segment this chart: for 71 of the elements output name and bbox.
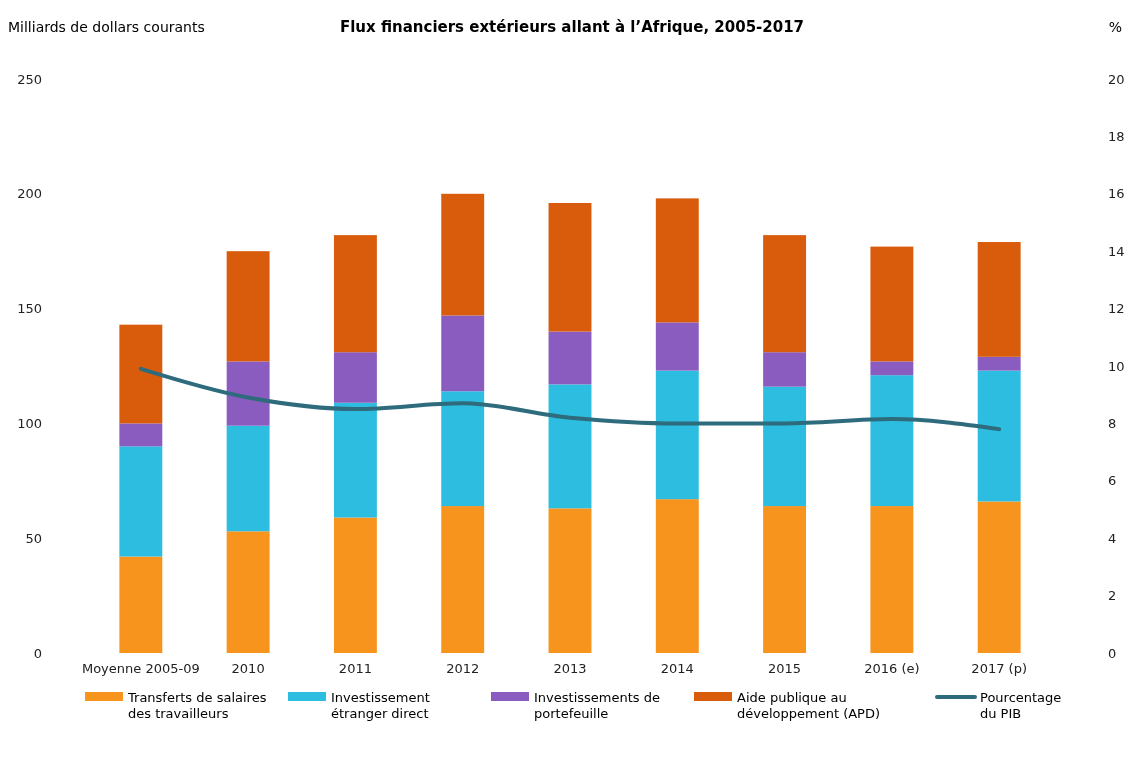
- bar: [870, 246, 914, 362]
- legend-label: Aide publique au développement (APD): [737, 690, 881, 721]
- bar: [763, 352, 807, 387]
- bar: [655, 370, 699, 500]
- y-axis-title: Milliards de dollars courants: [8, 19, 205, 35]
- y-tick-label: 250: [17, 71, 42, 87]
- bar: [870, 506, 914, 653]
- bar: [870, 361, 914, 376]
- bar: [333, 235, 377, 353]
- x-tick-label: 2011: [338, 661, 372, 677]
- y2-tick-label: 12: [1108, 301, 1125, 317]
- x-tick-label: 2015: [768, 661, 802, 677]
- bar: [763, 235, 807, 353]
- y2-tick-label: 4: [1108, 530, 1117, 546]
- y2-tick-label: 6: [1108, 473, 1117, 489]
- x-tick-label: 2012: [446, 661, 480, 677]
- x-tick-label: 2017 (p): [971, 661, 1027, 677]
- y2-tick-label: 8: [1108, 416, 1117, 432]
- bar: [119, 556, 163, 653]
- y-tick-label: 200: [17, 186, 42, 202]
- y2-tick-label: 0: [1108, 645, 1117, 661]
- bar: [977, 501, 1021, 653]
- bar: [226, 361, 270, 426]
- chart-title: Flux financiers extérieurs allant à l’Afrique, 2005-2017: [339, 18, 805, 36]
- x-tick-label: 2016 (e): [864, 661, 920, 677]
- bar: [655, 322, 699, 371]
- bar: [119, 446, 163, 557]
- y2-tick-label: 10: [1108, 358, 1125, 374]
- bar: [119, 423, 163, 447]
- bar: [655, 499, 699, 653]
- y2-tick-label: 2: [1108, 588, 1117, 604]
- bar: [441, 193, 485, 316]
- bar: [977, 242, 1021, 357]
- bar: [655, 198, 699, 323]
- y2-tick-label: 18: [1108, 129, 1125, 145]
- legend-label: Transferts de salaires des travailleurs: [127, 690, 267, 721]
- bar: [977, 356, 1021, 371]
- x-tick-label: 2013: [553, 661, 587, 677]
- legend-label: Pourcentage du PIB: [980, 690, 1062, 721]
- y2-tick-label: 20: [1108, 71, 1125, 87]
- y2-axis-title: %: [1108, 19, 1122, 35]
- bar: [226, 425, 270, 532]
- bar: [441, 315, 485, 392]
- bar: [548, 202, 592, 332]
- bar: [441, 506, 485, 653]
- line-series: [138, 366, 1002, 432]
- bar: [333, 402, 377, 518]
- bar: [548, 508, 592, 653]
- bar: [226, 251, 270, 362]
- bar: [226, 531, 270, 653]
- legend-label: Investissements de portefeuille: [534, 690, 660, 721]
- x-tick-label: 2010: [231, 661, 265, 677]
- x-tick-label: 2014: [660, 661, 694, 677]
- y-tick-label: 150: [17, 301, 42, 317]
- bar: [333, 517, 377, 653]
- bar: [119, 324, 163, 424]
- bar: [548, 384, 592, 509]
- y2-tick-label: 14: [1108, 243, 1125, 259]
- bar: [763, 506, 807, 653]
- bar: [870, 375, 914, 507]
- y-tick-label: 0: [33, 645, 42, 661]
- bar: [441, 391, 485, 507]
- y-tick-label: 50: [25, 530, 42, 546]
- y2-tick-label: 16: [1108, 186, 1125, 202]
- bar: [333, 352, 377, 403]
- bar: [548, 331, 592, 385]
- y-tick-label: 100: [17, 416, 42, 432]
- bar: [763, 386, 807, 507]
- bar: [977, 370, 1021, 502]
- x-tick-label: Moyenne 2005-09: [81, 661, 200, 677]
- legend-label: Investissement étranger direct: [331, 690, 430, 721]
